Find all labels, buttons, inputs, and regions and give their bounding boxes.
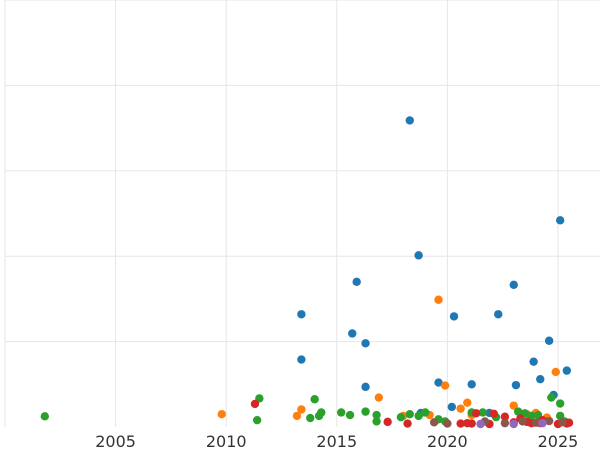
- data-point-green: [345, 410, 355, 420]
- data-point-brown: [429, 418, 439, 427]
- data-point-orange: [463, 398, 472, 407]
- data-point-blue: [555, 216, 565, 225]
- data-point-green: [555, 399, 565, 408]
- data-point-blue: [352, 277, 361, 287]
- data-point-red: [500, 412, 510, 421]
- data-point-red: [383, 417, 392, 427]
- data-point-green: [527, 411, 536, 421]
- data-point-green: [337, 408, 346, 417]
- data-point-green: [252, 415, 262, 425]
- data-point-orange: [456, 404, 465, 413]
- data-point-purple: [509, 419, 518, 429]
- data-point-blue: [297, 355, 306, 364]
- data-point-green: [414, 411, 423, 421]
- data-point-purple: [538, 418, 547, 428]
- data-point-blue: [297, 310, 306, 319]
- data-point-blue: [361, 339, 370, 348]
- data-point-green: [421, 408, 430, 417]
- data-point-red: [250, 399, 260, 409]
- data-point-green: [310, 395, 319, 404]
- data-point-brown: [518, 417, 527, 426]
- data-point-red: [564, 418, 574, 427]
- data-point-blue: [348, 329, 357, 338]
- data-point-blue: [511, 380, 521, 390]
- data-point-blue: [405, 116, 414, 125]
- data-point-orange: [551, 367, 560, 377]
- x-tick-label: 2015: [316, 432, 357, 450]
- data-point-blue: [449, 312, 459, 321]
- data-point-green: [372, 410, 381, 420]
- data-points: [40, 116, 574, 429]
- data-point-green: [547, 393, 556, 402]
- x-tick-label: 2020: [427, 432, 468, 450]
- data-point-green: [396, 412, 406, 422]
- data-point-blue: [544, 336, 554, 345]
- x-tick-label: 2025: [538, 432, 579, 450]
- x-axis-ticks: 2005 2010 2015 2020 2025: [95, 432, 578, 450]
- data-point-red: [471, 409, 481, 418]
- data-point-blue: [562, 366, 572, 375]
- data-point-green: [478, 408, 487, 417]
- data-point-green: [405, 409, 414, 419]
- data-point-brown: [531, 418, 541, 427]
- data-point-red: [489, 409, 499, 418]
- data-point-orange: [292, 411, 302, 421]
- data-point-brown: [558, 418, 567, 427]
- data-point-blue: [509, 280, 518, 290]
- data-point-green: [40, 412, 50, 421]
- x-tick-label: 2010: [206, 432, 247, 450]
- data-point-orange: [440, 381, 450, 390]
- data-point-blue: [536, 374, 545, 384]
- x-tick-label: 2005: [95, 432, 136, 450]
- data-point-green: [361, 407, 370, 416]
- data-point-blue: [361, 382, 370, 392]
- data-point-orange: [297, 405, 306, 414]
- data-point-green: [306, 413, 315, 423]
- data-point-green: [513, 407, 523, 416]
- data-point-blue: [494, 310, 503, 319]
- data-point-blue: [434, 378, 443, 387]
- grid: [4, 0, 600, 427]
- data-point-brown: [443, 419, 452, 428]
- data-point-red: [456, 419, 465, 428]
- data-point-orange: [509, 401, 518, 410]
- data-point-red: [403, 419, 412, 428]
- data-point-green: [372, 417, 381, 426]
- data-point-orange: [374, 393, 384, 402]
- data-point-brown: [544, 416, 554, 426]
- data-point-orange: [217, 409, 226, 419]
- data-point-blue: [467, 380, 476, 389]
- data-point-blue: [414, 251, 423, 260]
- data-point-green: [317, 408, 326, 417]
- data-point-purple: [476, 419, 485, 429]
- data-point-blue: [447, 402, 457, 412]
- data-point-blue: [529, 357, 538, 366]
- data-point-brown: [500, 418, 510, 428]
- data-point-orange: [434, 295, 443, 304]
- data-point-red: [467, 419, 476, 428]
